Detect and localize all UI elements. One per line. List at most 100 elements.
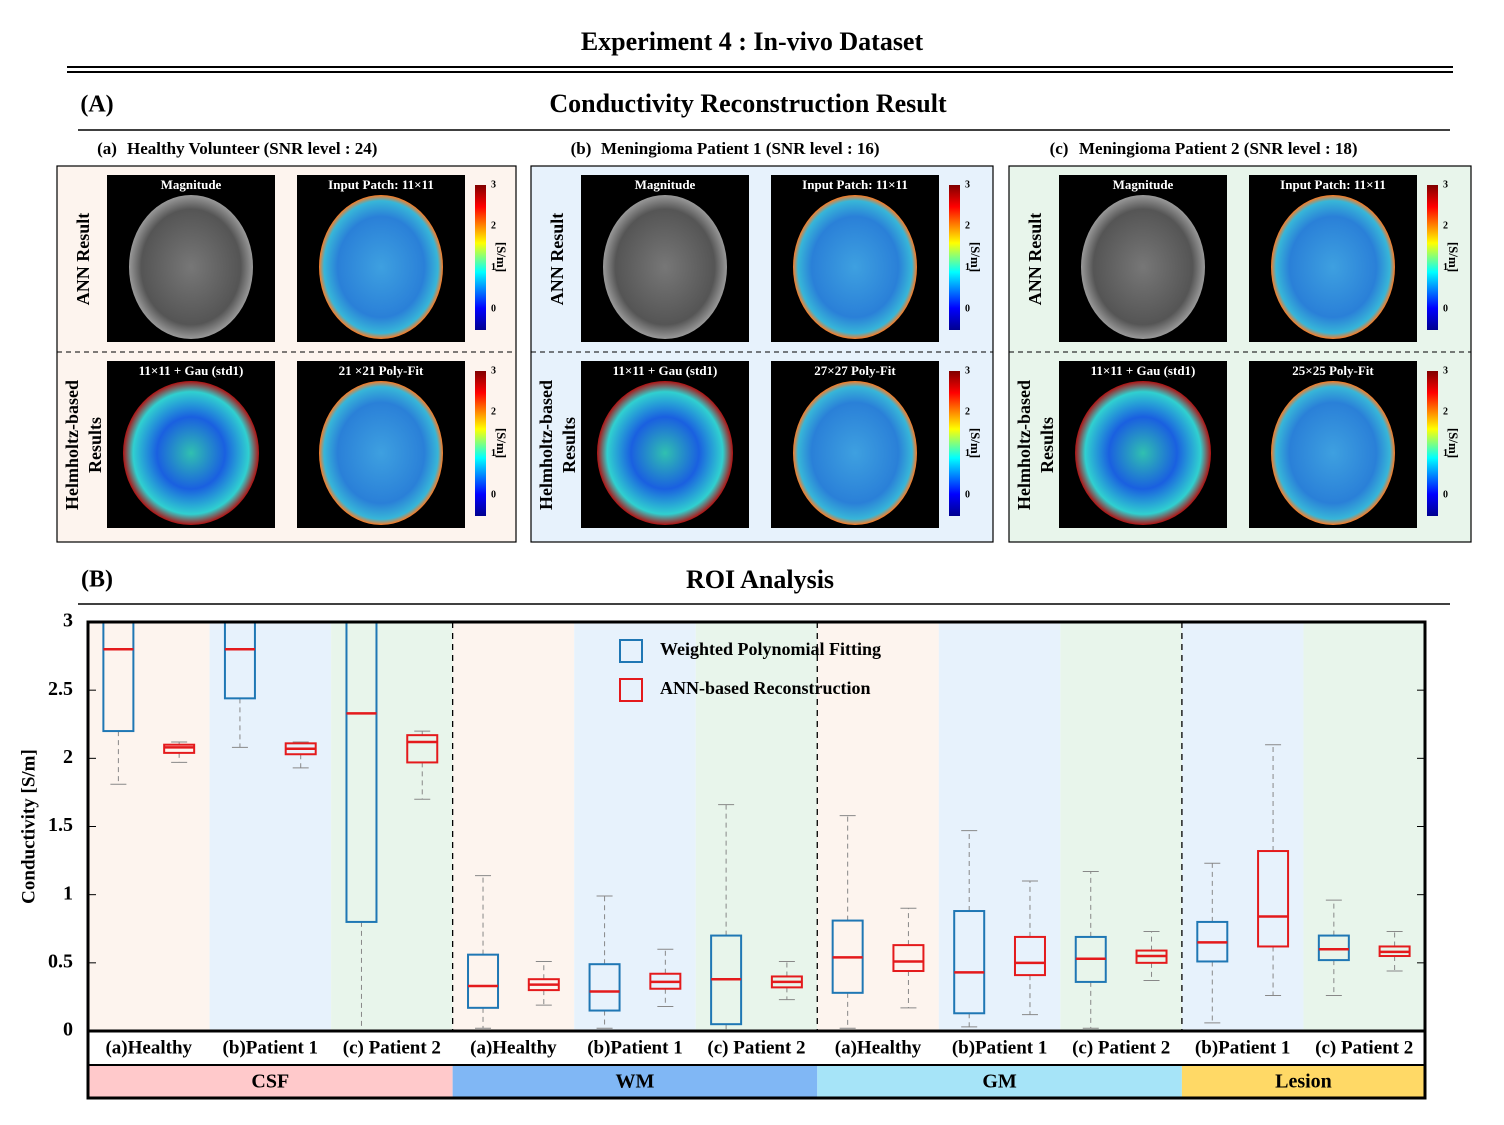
group-label: CSF: [251, 1071, 289, 1093]
box: [102, 622, 135, 733]
section-label: (A): [80, 92, 113, 118]
category-band: [938, 622, 1061, 1031]
category-band: [695, 622, 818, 1031]
section-title: ROI Analysis: [686, 565, 834, 594]
colorbar-tick-label: 2: [965, 221, 970, 232]
legend-label: ANN-based Reconstruction: [660, 678, 871, 698]
brain-image: [793, 381, 917, 525]
box: [1257, 850, 1290, 948]
colorbar: [475, 185, 486, 330]
colorbar-tick-label: 0: [1443, 490, 1448, 501]
image-title: Magnitude: [1113, 177, 1174, 192]
brain-image: [1271, 195, 1395, 339]
colorbar-tick-label: 3: [1443, 179, 1448, 190]
brain-image: [1271, 381, 1395, 525]
colorbar: [1427, 371, 1438, 516]
panel-title: Healthy Volunteer (SNR level : 24): [127, 139, 377, 158]
brain-image: [603, 195, 727, 339]
x-tick-label: (a)Healthy: [105, 1037, 192, 1058]
legend-swatch: [619, 678, 643, 702]
box: [1013, 935, 1046, 977]
image-title: 27×27 Poly-Fit: [814, 363, 896, 378]
row-label: Helmholtz-based: [1014, 380, 1034, 510]
group-band: [1181, 1065, 1425, 1098]
x-tick-label: (b)Patient 1: [587, 1037, 683, 1058]
image-title: Input Patch: 11×11: [802, 177, 908, 192]
group-band: [88, 1065, 453, 1098]
colorbar-tick-label: 0: [1443, 304, 1448, 315]
image-title: 11×11 + Gau (std1): [613, 363, 718, 378]
x-tick-label: (a)Healthy: [835, 1037, 922, 1058]
colorbar-tick-label: 2: [491, 221, 496, 232]
group-band: [817, 1065, 1182, 1098]
box: [892, 944, 925, 973]
figure-title: Experiment 4 : In-vivo Dataset: [581, 27, 924, 56]
x-tick-label: (c) Patient 2: [343, 1037, 441, 1058]
box: [345, 622, 378, 923]
colorbar-tick-label: 1: [1443, 262, 1448, 273]
row-label: ANN Result: [547, 213, 567, 306]
y-tick-label: 0: [63, 1019, 73, 1041]
y-tick-label: 3: [63, 610, 73, 632]
category-band: [1060, 622, 1182, 1031]
colorbar-tick-label: 1: [965, 262, 970, 273]
category-band: [331, 622, 453, 1031]
colorbar: [1427, 185, 1438, 330]
image-title: Input Patch: 11×11: [328, 177, 434, 192]
colorbar: [949, 371, 960, 516]
x-tick-label: (b)Patient 1: [952, 1037, 1048, 1058]
legend-swatch: [619, 639, 643, 663]
panel-label: (b): [571, 139, 592, 158]
category-band: [209, 622, 332, 1031]
panel-title: Meningioma Patient 2 (SNR level : 18): [1079, 139, 1358, 158]
colorbar-tick-label: 2: [491, 407, 496, 418]
colorbar-tick-label: 1: [491, 448, 496, 459]
panel-label: (c): [1050, 139, 1069, 158]
group-label: WM: [616, 1071, 655, 1093]
x-tick-label: (b)Patient 1: [223, 1037, 319, 1058]
y-tick-label: 1.5: [48, 814, 73, 836]
colorbar-tick-label: 0: [491, 490, 496, 501]
box: [1317, 934, 1350, 962]
category-band: [88, 622, 210, 1031]
image-title: 11×11 + Gau (std1): [139, 363, 244, 378]
colorbar: [475, 371, 486, 516]
y-axis-label: Conductivity [S/m]: [18, 749, 39, 904]
y-tick-label: 0.5: [48, 950, 73, 972]
y-tick-label: 2.5: [48, 678, 73, 700]
row-label: Results: [559, 417, 579, 473]
colorbar-tick-label: 2: [1443, 221, 1448, 232]
colorbar-tick-label: 2: [1443, 407, 1448, 418]
category-band: [1303, 622, 1425, 1031]
colorbar-tick-label: 0: [491, 304, 496, 315]
brain-image: [319, 381, 443, 525]
section-title: Conductivity Reconstruction Result: [549, 89, 947, 118]
brain-image: [129, 195, 253, 339]
x-tick-label: (c) Patient 2: [1315, 1037, 1413, 1058]
colorbar-tick-label: 1: [1443, 448, 1448, 459]
image-title: Input Patch: 11×11: [1280, 177, 1386, 192]
brain-image: [123, 381, 259, 525]
category-band: [452, 622, 575, 1031]
row-label: ANN Result: [73, 213, 93, 306]
brain-image: [319, 195, 443, 339]
box: [467, 953, 500, 1009]
group-label: GM: [982, 1071, 1017, 1093]
x-tick-label: (c) Patient 2: [707, 1037, 805, 1058]
image-title: Magnitude: [635, 177, 696, 192]
colorbar-tick-label: 3: [491, 365, 496, 376]
image-title: Magnitude: [161, 177, 222, 192]
category-band: [1181, 622, 1304, 1031]
category-band: [574, 622, 696, 1031]
image-title: 11×11 + Gau (std1): [1091, 363, 1196, 378]
colorbar-label: [S/m]: [1446, 242, 1461, 272]
y-tick-label: 2: [63, 746, 73, 768]
box: [953, 910, 986, 1015]
colorbar: [949, 185, 960, 330]
x-tick-label: (b)Patient 1: [1195, 1037, 1291, 1058]
colorbar-tick-label: 1: [965, 448, 970, 459]
box: [588, 963, 621, 1012]
colorbar-tick-label: 1: [491, 262, 496, 273]
colorbar-label: [S/m]: [968, 242, 983, 272]
